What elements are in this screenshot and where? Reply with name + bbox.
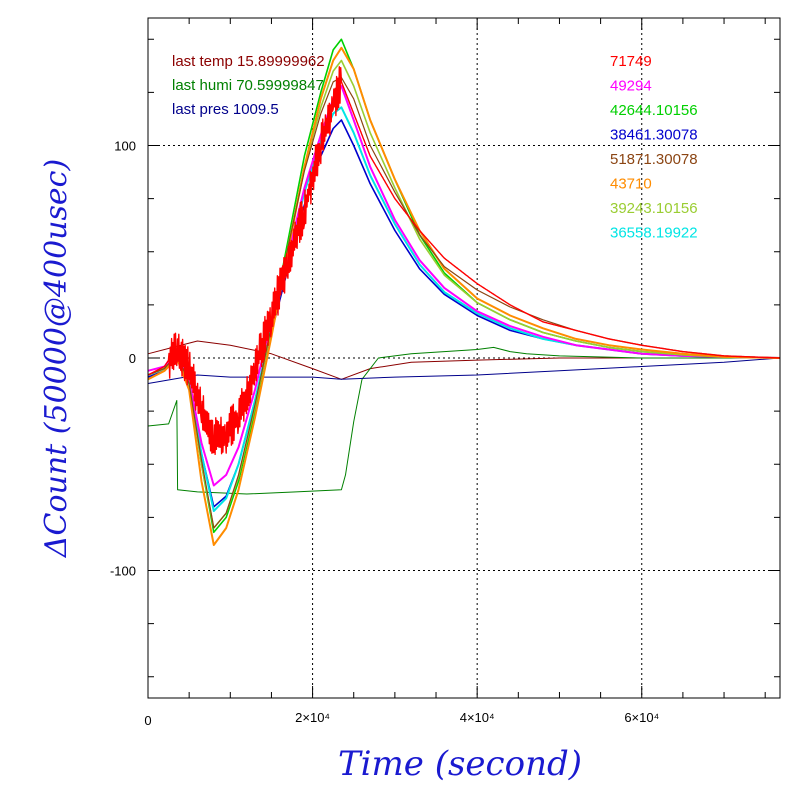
legend-entry: 42644.10156 <box>610 102 698 119</box>
series-line-last-pres <box>147 357 781 384</box>
legend-entry: 43710 <box>610 176 652 193</box>
gridlines <box>148 18 780 698</box>
x-tick-label: 6×10⁴ <box>624 710 659 725</box>
plot-frame <box>147 17 781 699</box>
series-line-71749 <box>147 66 780 455</box>
x-tick-label: 0 <box>144 713 151 728</box>
y-tick-label: 100 <box>114 139 136 154</box>
info-labels: last temp 15.89999962 last humi 70.599998… <box>172 53 325 118</box>
series-line-49294 <box>147 85 781 487</box>
y-tick-label: -100 <box>110 564 136 579</box>
x-tick-label: 2×10⁴ <box>295 710 330 725</box>
legend-entry: 38461.30078 <box>610 127 698 144</box>
legend-entry: 51871.30078 <box>610 151 698 168</box>
info-label: last humi 70.59999847 <box>172 77 324 94</box>
legend-entry: 39243.10156 <box>610 200 698 217</box>
legend: 71749 49294 42644.10156 38461.30078 51871.30… <box>610 53 698 242</box>
legend-entry: 71749 <box>610 53 652 70</box>
y-tick-label: 0 <box>129 351 136 366</box>
x-axis-title: Time (second) <box>338 744 582 784</box>
y-axis-title: ΔCount (50000@400usec) <box>39 159 74 558</box>
info-label: last temp 15.89999962 <box>172 53 325 70</box>
plot-series <box>147 38 781 546</box>
legend-entry: 49294 <box>610 78 652 95</box>
series-line-last-humi <box>147 346 780 495</box>
info-label: last pres 1009.5 <box>172 101 279 118</box>
tick-labels: 2×10⁴ 4×10⁴ 6×10⁴ 0 100 0 -100 <box>110 139 659 729</box>
x-tick-label: 4×10⁴ <box>460 710 495 725</box>
series-line-43710 <box>147 46 781 546</box>
legend-entry: 36558.19922 <box>610 225 698 242</box>
